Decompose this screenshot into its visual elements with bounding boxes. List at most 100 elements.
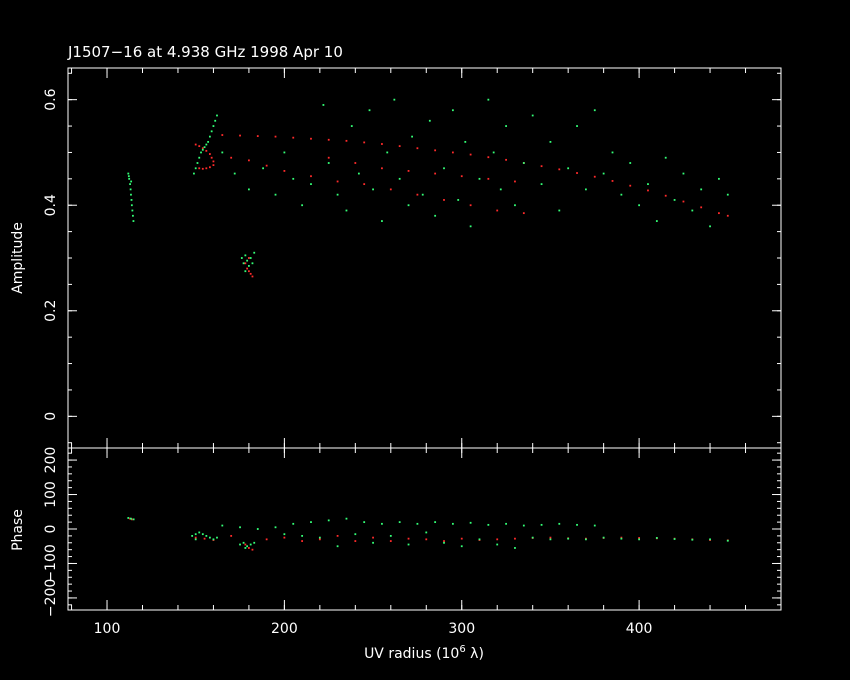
data-point [129,183,131,186]
data-point [434,214,437,217]
data-point [487,156,490,159]
data-point [345,517,348,520]
data-point [283,151,286,154]
data-point [201,167,204,170]
data-point [198,167,201,170]
data-point [130,193,132,196]
x-ticks: 100 200 300 400 [71,68,782,637]
data-point [434,521,437,524]
data-point [205,167,208,170]
data-point [602,172,605,175]
data-point [496,538,499,541]
data-point [248,265,250,267]
data-point [191,534,194,537]
x-tick-label: 400 [626,621,653,637]
data-point [127,517,130,519]
x-axis-label-exponent: 6 [459,644,465,655]
y-tick-label: 0.2 [43,300,59,322]
data-point [393,98,396,101]
data-point [210,156,213,159]
data-point [443,540,445,542]
data-point [655,220,658,222]
data-point [301,204,304,207]
data-point [505,158,507,161]
data-point [256,528,259,530]
data-point [428,119,431,122]
data-point [496,209,499,212]
data-point [256,135,259,137]
data-point [354,533,357,536]
data-point [411,135,413,138]
data-point [249,257,252,259]
data-point [709,538,711,541]
data-point [372,188,374,191]
data-point [514,547,516,549]
data-point [244,543,247,546]
data-point [514,537,516,540]
data-point [398,521,401,524]
phase-marks [127,517,729,551]
data-point [327,138,330,141]
data-point [691,209,694,212]
data-point [522,212,525,215]
data-point [487,177,490,180]
amplitude-frame [67,67,782,449]
data-point [242,541,245,544]
data-point [464,140,467,143]
data-point [726,539,729,542]
y-tick-label: 0.4 [43,194,59,216]
data-point [664,194,667,197]
data-point [262,167,264,170]
data-point [248,159,250,162]
data-point [549,140,552,143]
data-point [407,543,410,546]
phase-frame [67,447,782,611]
amplitude-marks [127,98,729,278]
data-point [301,534,304,537]
data-point [620,193,623,196]
data-point [248,270,250,273]
data-point [322,104,325,106]
data-point [389,540,392,542]
data-point [292,522,295,525]
data-point [443,541,445,544]
data-point [673,199,676,201]
data-point [469,225,472,228]
data-point [327,156,330,159]
data-point [357,172,360,175]
data-point [368,109,371,112]
data-point [127,172,130,175]
data-point [310,521,312,524]
data-point [531,536,534,539]
data-point [460,537,463,540]
data-point [407,204,410,207]
data-point [196,162,199,164]
data-point [242,262,245,265]
data-point [567,167,570,170]
data-point [131,209,134,212]
data-point [673,538,676,540]
data-point [638,538,641,541]
data-point [244,262,247,265]
data-point [130,199,133,201]
data-point [212,164,215,167]
data-point [246,545,249,548]
data-point [381,167,383,170]
data-point [216,114,218,117]
data-point [638,204,641,207]
data-point [132,220,135,222]
data-point [386,151,389,154]
data-point [416,522,419,525]
data-point [593,175,596,178]
data-point [216,536,218,539]
data-point [620,537,623,540]
data-point [514,180,516,183]
data-point [292,136,295,139]
data-point [726,214,729,217]
y-tick-label: 0 [43,525,59,534]
data-point [208,153,211,155]
data-point [576,172,578,174]
data-point [214,119,217,122]
data-point [265,538,268,541]
